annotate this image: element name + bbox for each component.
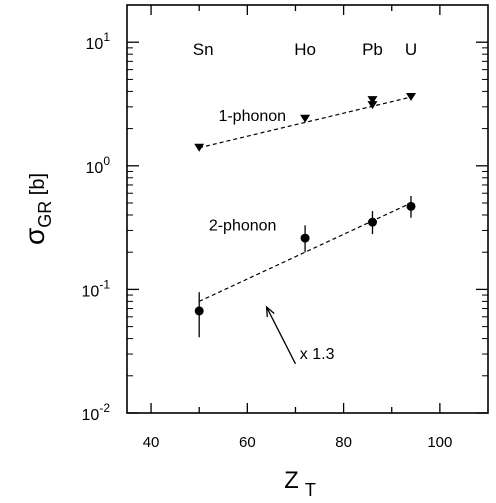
data-point [406, 201, 416, 211]
data-point [367, 217, 377, 227]
annotation-label: x 1.3 [300, 346, 335, 363]
y-tick-label: 10-1 [82, 277, 111, 300]
element-label: Ho [294, 40, 316, 59]
y-axis-label: σGR [b] [19, 173, 55, 245]
annotation-arrow [266, 306, 297, 365]
fit-line [198, 202, 412, 302]
data-point [300, 114, 311, 123]
y-tick-label: 100 [86, 154, 111, 177]
series-label: 2-phonon [209, 217, 277, 234]
y-tick-label: 101 [86, 30, 111, 53]
element-label: Sn [193, 40, 214, 59]
data-point [367, 96, 378, 105]
x-tick-label: 100 [427, 434, 452, 451]
x-tick-label: 40 [143, 434, 160, 451]
data-point [300, 233, 310, 243]
y-tick-label: 10-2 [82, 401, 111, 424]
data-point [367, 101, 378, 110]
plot-frame [126, 4, 489, 414]
data-point [194, 306, 204, 316]
element-label: U [405, 40, 417, 59]
data-point [194, 143, 205, 152]
x-tick-label: 60 [239, 434, 256, 451]
data-point [405, 93, 416, 102]
x-tick-label: 80 [335, 434, 352, 451]
element-label: Pb [362, 40, 383, 59]
arrow-head [265, 305, 275, 318]
series-label: 1-phonon [218, 108, 286, 125]
